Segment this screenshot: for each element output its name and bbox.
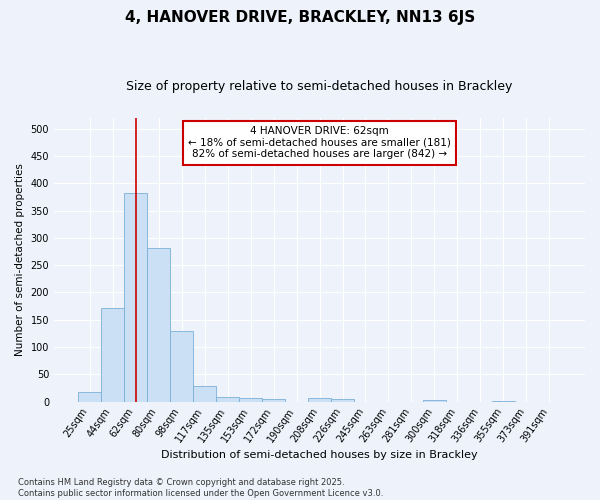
Bar <box>193 386 216 402</box>
X-axis label: Distribution of semi-detached houses by size in Brackley: Distribution of semi-detached houses by … <box>161 450 478 460</box>
Text: Contains HM Land Registry data © Crown copyright and database right 2025.
Contai: Contains HM Land Registry data © Crown c… <box>18 478 383 498</box>
Bar <box>492 400 515 402</box>
Bar <box>308 398 331 402</box>
Bar <box>216 397 239 402</box>
Y-axis label: Number of semi-detached properties: Number of semi-detached properties <box>15 163 25 356</box>
Bar <box>423 400 446 402</box>
Text: 4, HANOVER DRIVE, BRACKLEY, NN13 6JS: 4, HANOVER DRIVE, BRACKLEY, NN13 6JS <box>125 10 475 25</box>
Bar <box>78 392 101 402</box>
Bar <box>170 330 193 402</box>
Title: Size of property relative to semi-detached houses in Brackley: Size of property relative to semi-detach… <box>127 80 513 93</box>
Text: 4 HANOVER DRIVE: 62sqm
← 18% of semi-detached houses are smaller (181)
82% of se: 4 HANOVER DRIVE: 62sqm ← 18% of semi-det… <box>188 126 451 160</box>
Bar <box>101 308 124 402</box>
Bar <box>262 399 285 402</box>
Bar <box>147 248 170 402</box>
Bar <box>239 398 262 402</box>
Bar <box>331 399 354 402</box>
Bar <box>124 192 147 402</box>
